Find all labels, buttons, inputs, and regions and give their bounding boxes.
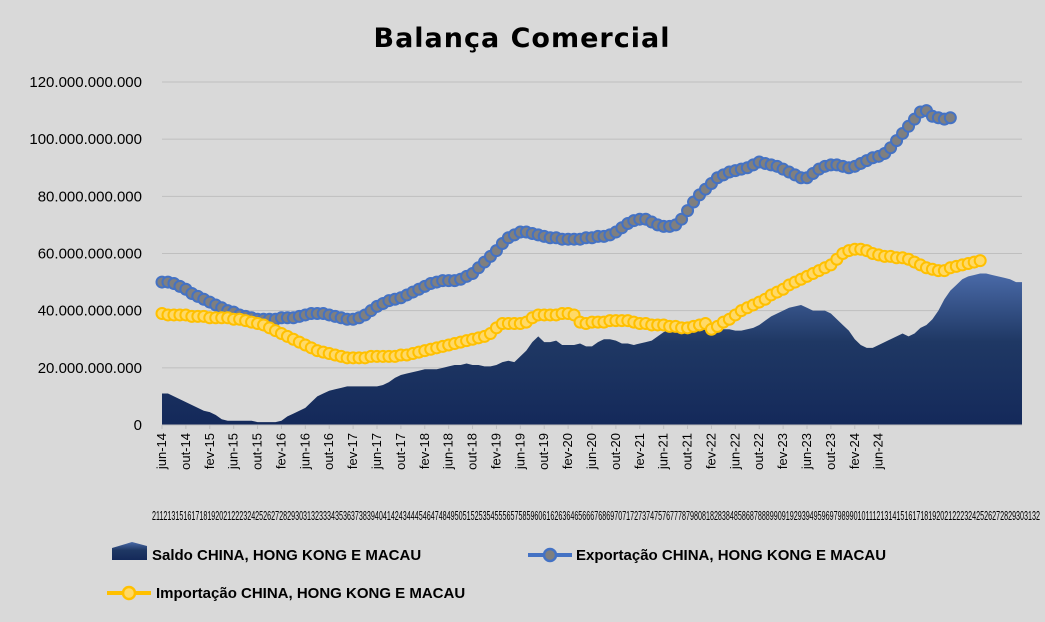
x-tick-label: jun-21 [656, 433, 671, 470]
y-tick-label: 60.000.000.000 [38, 246, 142, 263]
series-importacao [155, 242, 987, 365]
legend-item-importacao: Importação CHINA, HONG KONG E MACAU [107, 585, 465, 602]
x-tick-label: fev-15 [202, 433, 217, 469]
x-tick-label: jun-23 [799, 433, 814, 470]
series-exportacao [155, 104, 957, 326]
legend: Saldo CHINA, HONG KONG E MACAU Exportaçã… [107, 542, 886, 602]
legend-item-saldo: Saldo CHINA, HONG KONG E MACAU [112, 542, 421, 564]
x-tick-label: jun-15 [226, 433, 241, 470]
x-tick-label: out-14 [178, 433, 193, 470]
x-tick-label: fev-16 [273, 433, 288, 469]
y-tick-label: 0 [134, 417, 142, 434]
legend-item-exportacao: Exportação CHINA, HONG KONG E MACAU [528, 547, 886, 564]
y-axis-tick-labels: 0 20.000.000.000 40.000.000.000 60.000.000.… [29, 74, 142, 434]
legend-label-saldo: Saldo CHINA, HONG KONG E MACAU [152, 547, 421, 564]
x-tick-label: out-16 [321, 433, 336, 470]
legend-label-exportacao: Exportação CHINA, HONG KONG E MACAU [576, 547, 886, 564]
exportacao-line [162, 108, 951, 322]
x-tick-label: fev-18 [417, 433, 432, 469]
x-tick-label: jun-16 [297, 433, 312, 470]
x-tick-label: out-17 [393, 433, 408, 470]
x-tick-label: out-23 [823, 433, 838, 470]
legend-saldo-swatch [112, 542, 147, 560]
legend-importacao-marker [121, 585, 137, 601]
y-tick-label: 80.000.000.000 [38, 188, 142, 205]
saldo-area [162, 273, 1022, 425]
importacao-point [973, 254, 987, 268]
x-tick-label: jun-18 [441, 433, 456, 470]
x-tick-label: out-15 [250, 433, 265, 470]
x-tick-label: jun-20 [584, 433, 599, 470]
x-axis-tick-labels: jun-14 out-14 fev-15 jun-15 out-15 fev-16 jun-… [154, 425, 886, 470]
x-tick-label: out-18 [465, 433, 480, 470]
x-tick-label: fev-23 [775, 433, 790, 469]
line-series-layer [155, 104, 987, 365]
y-tick-label: 20.000.000.000 [38, 360, 142, 377]
x-tick-label: out-21 [680, 433, 695, 470]
x-tick-label: fev-20 [560, 433, 575, 469]
x-tick-label: fev-17 [345, 433, 360, 469]
exportacao-point [943, 111, 957, 125]
x-tick-label: jun-14 [154, 433, 169, 470]
legend-exportacao-marker [542, 547, 558, 563]
y-tick-label: 120.000.000.000 [29, 74, 142, 91]
y-tick-label: 100.000.000.000 [29, 131, 142, 148]
exportacao-point [681, 204, 695, 218]
x-tick-label: fev-19 [488, 433, 503, 469]
saldo-area-layer [162, 273, 1022, 425]
exportacao-point [675, 212, 689, 226]
x-tick-label: fev-22 [703, 433, 718, 469]
x-tick-label: jun-22 [727, 433, 742, 470]
x-tick-label: fev-21 [632, 433, 647, 469]
x-tick-label: jun-24 [871, 433, 886, 470]
x-tick-label: jun-17 [369, 433, 384, 470]
x-axis-secondary-labels: 2112131516171819202122232425262728293031… [152, 508, 1040, 523]
x-tick-label: out-22 [751, 433, 766, 470]
x-tick-label: jun-19 [512, 433, 527, 470]
y-tick-label: 40.000.000.000 [38, 303, 142, 320]
x-tick-label: out-19 [536, 433, 551, 470]
x-tick-label: out-20 [608, 433, 623, 470]
x-tick-label: fev-24 [847, 433, 862, 469]
legend-label-importacao: Importação CHINA, HONG KONG E MACAU [156, 585, 465, 602]
chart-title: Balança Comercial [374, 23, 671, 54]
